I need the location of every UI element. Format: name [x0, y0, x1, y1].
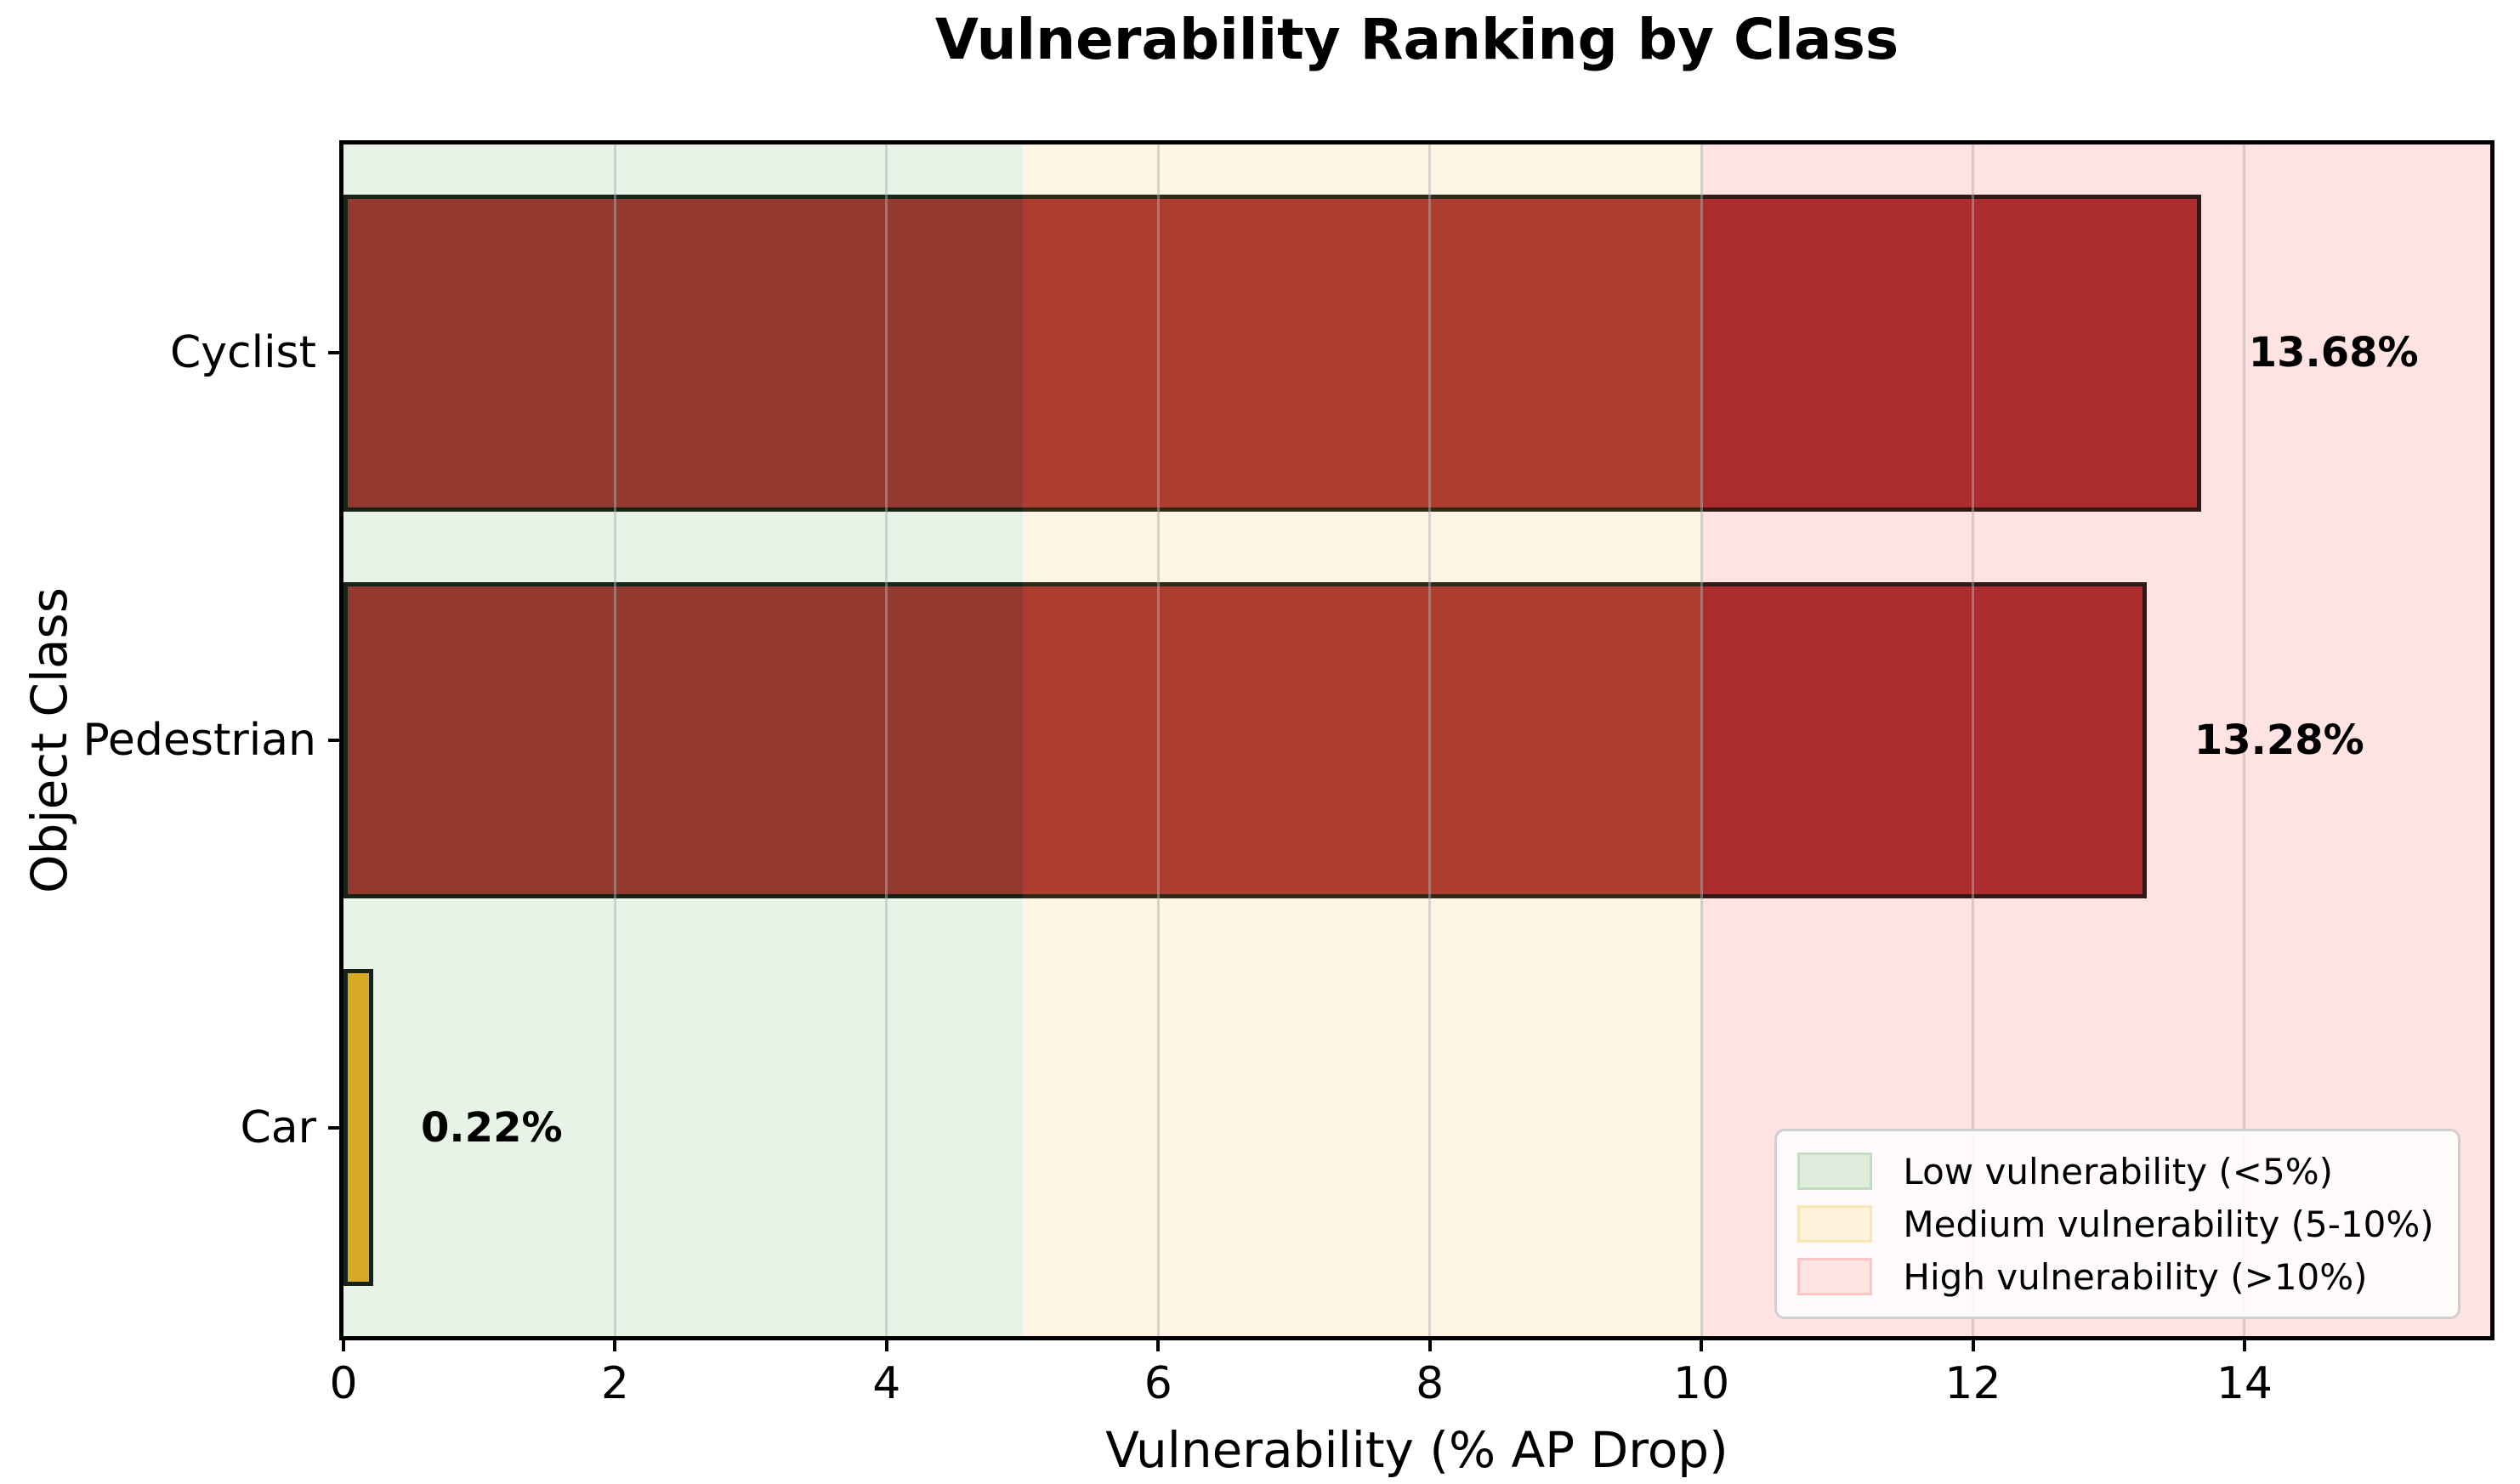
plot-area: 13.68% 13.28% 0.22% 0 2 4 6 8 10 12 14 Cyclist Pedes…: [82, 140, 2494, 1409]
gridline-x-14: [2243, 144, 2246, 1336]
x-tick-mark: [884, 1336, 888, 1351]
chart-title: Vulnerability Ranking by Class: [934, 7, 1899, 72]
y-tick-label-pedestrian: Pedestrian: [82, 715, 316, 766]
x-tick-label: 10: [1672, 1358, 1730, 1409]
x-tick-mark: [342, 1336, 345, 1351]
x-tick-label: 12: [1944, 1358, 2001, 1409]
legend-label: Medium vulnerability (5-10%): [1903, 1203, 2434, 1245]
x-tick-label: 0: [329, 1358, 358, 1409]
y-tick-mark: [328, 1125, 343, 1130]
x-tick-label: 2: [600, 1358, 629, 1409]
y-axis-label: Object Class: [20, 587, 78, 893]
legend-swatch: [1797, 1258, 1873, 1296]
gridline-x-4: [885, 144, 888, 1336]
gridline-x-10: [1700, 144, 1703, 1336]
x-tick-mark: [1700, 1336, 1704, 1351]
legend: Low vulnerability (<5%) Medium vulnerabil…: [1774, 1129, 2460, 1320]
y-tick-label-cyclist: Cyclist: [169, 327, 316, 379]
gridline-x-12: [1972, 144, 1974, 1336]
legend-swatch: [1797, 1153, 1873, 1191]
x-tick-label: 14: [2216, 1358, 2273, 1409]
legend-item-1: Medium vulnerability (5-10%): [1797, 1198, 2434, 1250]
y-tick-mark: [328, 351, 343, 355]
x-tick-mark: [1427, 1336, 1432, 1351]
legend-item-0: Low vulnerability (<5%): [1797, 1145, 2433, 1198]
x-tick-mark: [1156, 1336, 1161, 1351]
gridline-x-2: [613, 144, 616, 1336]
bar-value-label: 13.68%: [2248, 329, 2419, 377]
legend-label: Low vulnerability (<5%): [1903, 1150, 2334, 1192]
y-tick-mark: [328, 739, 343, 742]
legend-item-2: High vulnerability (>10%): [1797, 1250, 2433, 1303]
x-axis-label: Vulnerability (% AP Drop): [1105, 1421, 1728, 1479]
x-tick-mark: [1971, 1336, 1975, 1351]
bar-car: [343, 969, 374, 1287]
gridline-x-6: [1156, 144, 1160, 1336]
bar-value-label: 13.28%: [2194, 717, 2364, 764]
bar-value-label: 0.22%: [421, 1103, 563, 1152]
bar-cyclist: [343, 194, 2201, 512]
bar-pedestrian: [343, 581, 2147, 899]
x-tick-label: 8: [1416, 1358, 1444, 1409]
x-tick-mark: [2242, 1336, 2246, 1351]
legend-swatch: [1797, 1205, 1873, 1243]
y-tick-label-car: Car: [240, 1102, 316, 1153]
x-tick-label: 6: [1144, 1358, 1172, 1409]
legend-label: High vulnerability (>10%): [1903, 1255, 2368, 1298]
x-tick-mark: [613, 1336, 617, 1351]
x-tick-label: 4: [872, 1358, 901, 1409]
gridline-x-8: [1428, 144, 1432, 1336]
